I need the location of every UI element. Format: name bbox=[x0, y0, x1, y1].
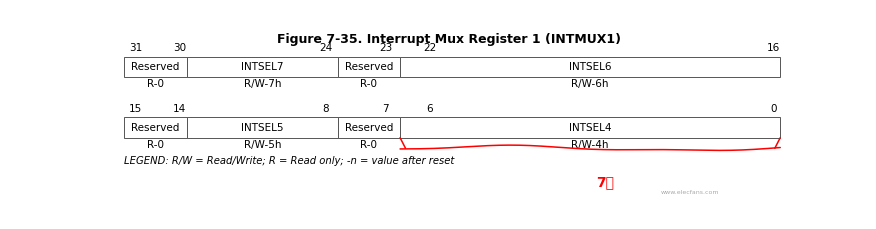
Text: 7位: 7位 bbox=[596, 176, 614, 190]
Text: www.elecfans.com: www.elecfans.com bbox=[661, 190, 719, 195]
Text: R/W-4h: R/W-4h bbox=[571, 140, 609, 150]
Text: INTSEL4: INTSEL4 bbox=[569, 123, 611, 133]
Text: 8: 8 bbox=[322, 104, 328, 114]
Text: R/W-5h: R/W-5h bbox=[244, 140, 281, 150]
Text: R/W-7h: R/W-7h bbox=[244, 79, 281, 89]
Text: 23: 23 bbox=[379, 43, 392, 53]
Text: Reserved: Reserved bbox=[131, 123, 180, 133]
Text: 30: 30 bbox=[173, 43, 186, 53]
Text: 15: 15 bbox=[129, 104, 142, 114]
Bar bbox=[187, 117, 337, 138]
Bar bbox=[400, 57, 781, 77]
Text: 24: 24 bbox=[319, 43, 332, 53]
Text: 7: 7 bbox=[383, 104, 389, 114]
Bar bbox=[400, 117, 781, 138]
Text: 6: 6 bbox=[427, 104, 434, 114]
Text: R-0: R-0 bbox=[360, 79, 378, 89]
Text: INTSEL6: INTSEL6 bbox=[569, 62, 611, 72]
Text: 14: 14 bbox=[173, 104, 186, 114]
Text: R-0: R-0 bbox=[360, 140, 378, 150]
Text: Reserved: Reserved bbox=[344, 123, 393, 133]
Text: 31: 31 bbox=[129, 43, 142, 53]
Text: 22: 22 bbox=[423, 43, 436, 53]
Text: R/W-6h: R/W-6h bbox=[571, 79, 609, 89]
Text: 0: 0 bbox=[770, 104, 777, 114]
Text: INTSEL5: INTSEL5 bbox=[241, 123, 284, 133]
Bar bbox=[124, 117, 187, 138]
Text: LEGEND: R/W = Read/Write; R = Read only; -n = value after reset: LEGEND: R/W = Read/Write; R = Read only;… bbox=[124, 156, 455, 166]
Bar bbox=[337, 117, 400, 138]
Text: R-0: R-0 bbox=[147, 140, 164, 150]
Bar bbox=[337, 57, 400, 77]
Text: 16: 16 bbox=[766, 43, 781, 53]
Text: INTSEL7: INTSEL7 bbox=[241, 62, 284, 72]
Text: R-0: R-0 bbox=[147, 79, 164, 89]
Bar bbox=[124, 57, 187, 77]
Bar bbox=[187, 57, 337, 77]
Text: Figure 7-35. Interrupt Mux Register 1 (INTMUX1): Figure 7-35. Interrupt Mux Register 1 (I… bbox=[277, 33, 621, 46]
Text: Reserved: Reserved bbox=[344, 62, 393, 72]
Text: Reserved: Reserved bbox=[131, 62, 180, 72]
